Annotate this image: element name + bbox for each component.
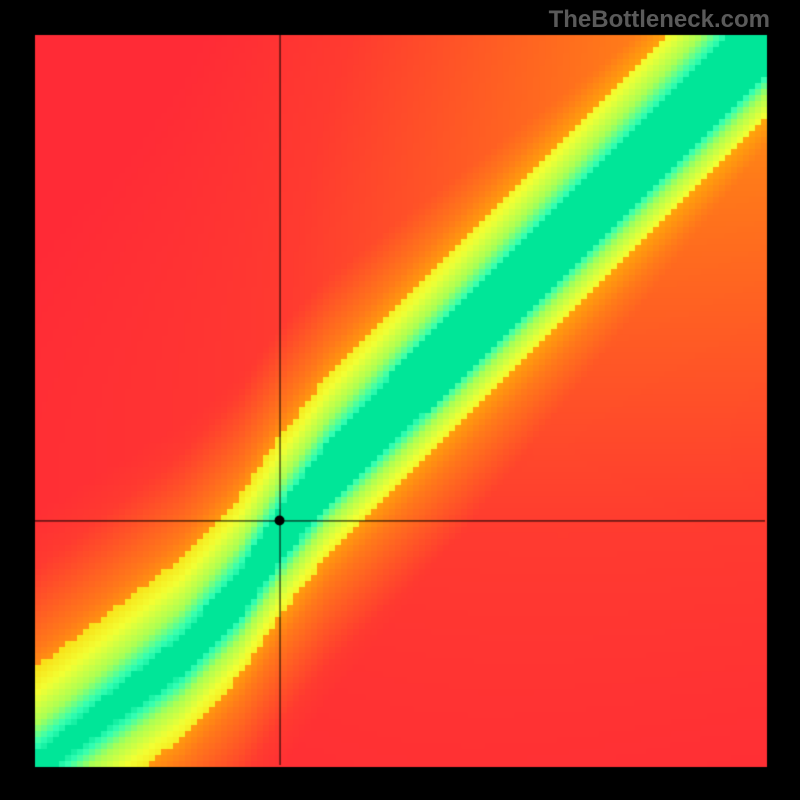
bottleneck-heatmap (0, 0, 800, 800)
watermark-text: TheBottleneck.com (549, 6, 770, 34)
chart-container: TheBottleneck.com (0, 0, 800, 800)
